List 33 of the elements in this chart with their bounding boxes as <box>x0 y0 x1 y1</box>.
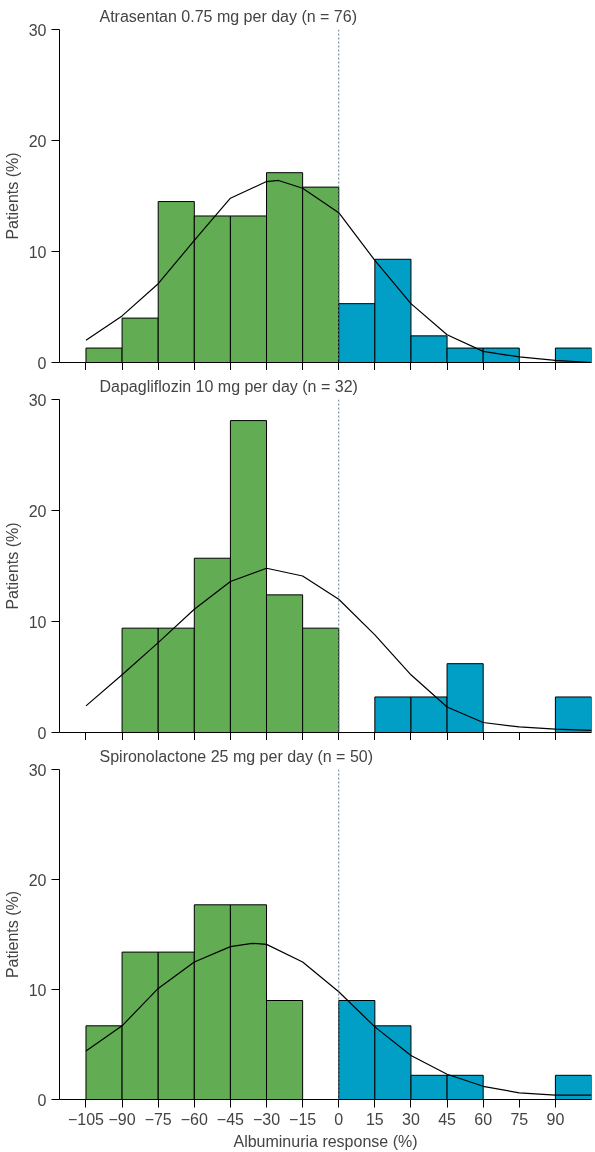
x-tick-label: 15 <box>365 1110 384 1128</box>
y-tick-label: 20 <box>28 502 47 520</box>
x-tick-label: 90 <box>546 1110 565 1128</box>
y-tick-label: 30 <box>28 761 47 779</box>
x-tick-label: 30 <box>402 1110 420 1128</box>
chart-title: Spironolactone 25 mg per day (n = 50) <box>99 747 373 765</box>
y-tick-label: 10 <box>28 981 47 999</box>
x-axis-title: Albuminuria response (%) <box>233 1132 418 1150</box>
x-tick-label: −75 <box>144 1110 172 1128</box>
x-tick-label: −60 <box>180 1110 208 1128</box>
y-tick-label: 0 <box>37 724 47 742</box>
x-tick-label: −105 <box>67 1110 105 1128</box>
y-tick-label: 20 <box>28 871 47 889</box>
y-tick-label: 30 <box>28 21 47 39</box>
chart-title: Atrasentan 0.75 mg per day (n = 76) <box>99 7 357 25</box>
y-tick-label: 0 <box>37 1091 47 1109</box>
y-tick-label: 20 <box>28 132 47 150</box>
y-tick-label: 10 <box>28 243 47 261</box>
y-axis-title: Patients (%) <box>3 890 21 979</box>
x-tick-label: −45 <box>216 1110 245 1128</box>
x-tick-label: 0 <box>334 1110 344 1128</box>
y-tick-label: 10 <box>28 613 47 631</box>
y-tick-label: 30 <box>28 391 47 409</box>
x-tick-label: −30 <box>252 1110 281 1128</box>
y-axis-title: Patients (%) <box>3 152 21 240</box>
x-tick-label: 75 <box>510 1110 529 1128</box>
x-tick-label: 45 <box>438 1110 457 1128</box>
y-tick-label: 0 <box>37 354 47 372</box>
x-tick-label: −15 <box>289 1110 317 1128</box>
y-axis-title: Patients (%) <box>3 522 21 610</box>
x-tick-label: −90 <box>108 1110 136 1128</box>
x-tick-label: 60 <box>474 1110 493 1128</box>
chart-title: Dapagliflozin 10 mg per day (n = 32) <box>99 377 358 395</box>
